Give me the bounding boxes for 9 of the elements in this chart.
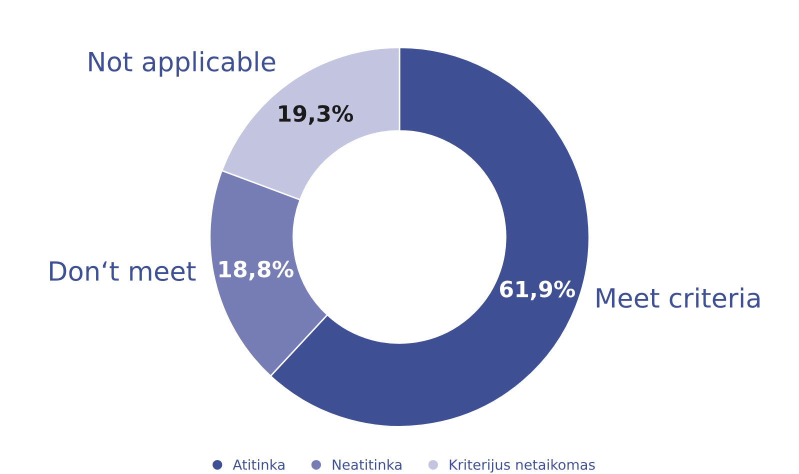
data-label: 18,8% (220, 260, 294, 280)
text: Don‘t meet (50, 261, 196, 282)
legend-label: Atitinka (232, 459, 284, 470)
legend-label: Neatitinka (332, 459, 402, 470)
legend-label: Kriterijus netaikomas (450, 459, 595, 473)
data-label: 61,9% (500, 280, 576, 300)
text: Not applicable (89, 51, 276, 77)
text: Meet criteria (596, 287, 760, 308)
data-label: 19,3% (279, 105, 354, 125)
